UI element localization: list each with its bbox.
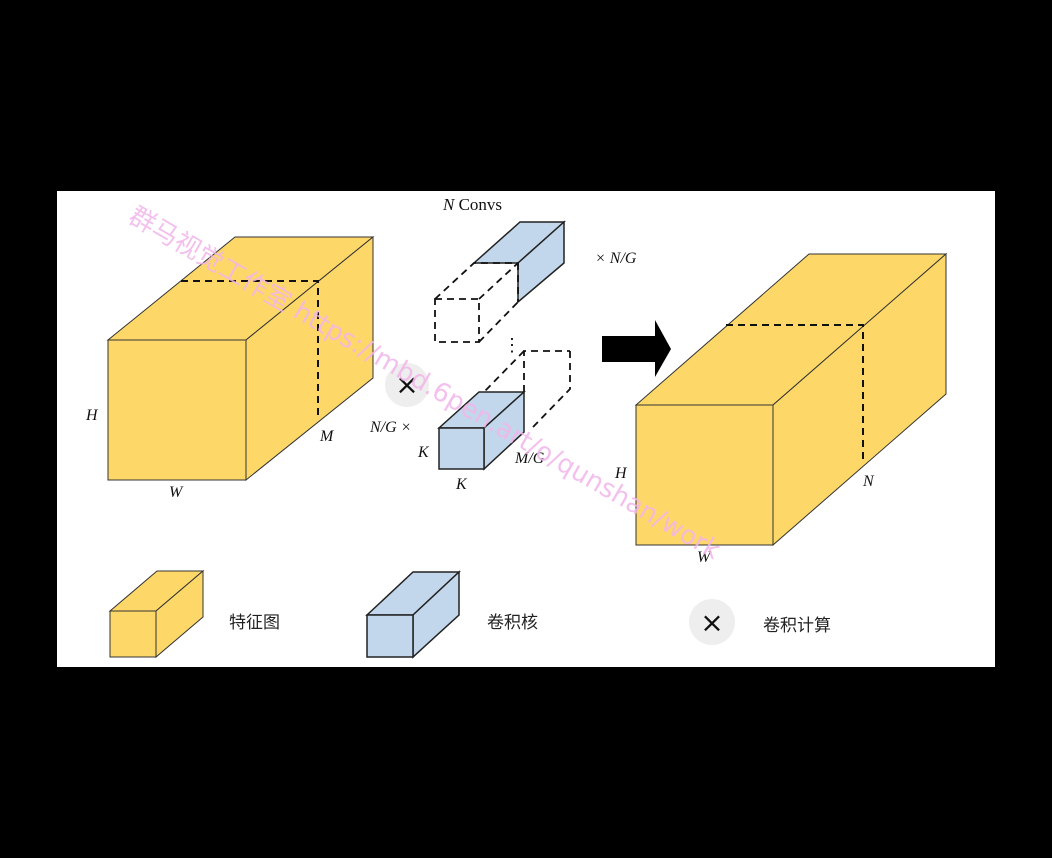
- input-depth-label: M: [319, 428, 335, 445]
- output-feature-cube: [634, 252, 948, 547]
- legend-conv-operator: ×: [689, 599, 735, 645]
- output-cube-slice-dash: [726, 324, 864, 463]
- kernel-bottom-front: [438, 427, 485, 470]
- diagram-svg: H W M N Convs ⋮: [85, 195, 948, 659]
- arrow-icon: [602, 320, 671, 377]
- legend-kernel-cube: [365, 570, 461, 659]
- kernel-bottom: [437, 390, 526, 471]
- conv-operator-symbol: ×: [395, 368, 418, 401]
- legend-kernel-label: 卷积核: [487, 613, 538, 633]
- kernel-group: ⋮ × N/G N/G × K K M/G: [369, 220, 637, 493]
- legend-feature-cube: [108, 569, 205, 659]
- legend-conv-symbol: ×: [700, 606, 723, 639]
- kernel-width-label: K: [455, 476, 468, 493]
- kernel-ellipsis: ⋮: [503, 335, 521, 356]
- kernel-top: [472, 220, 566, 304]
- kernel-repeat-label: × N/G: [595, 250, 637, 267]
- input-width-label: W: [169, 484, 184, 501]
- kernel-dashed-upper: [434, 262, 519, 343]
- output-cube-front: [635, 404, 774, 546]
- conv-title-text: Convs: [454, 195, 502, 214]
- input-cube-front: [107, 339, 247, 481]
- legend-feature-label: 特征图: [229, 613, 280, 633]
- legend: 特征图 卷积核 × 卷积计算: [108, 569, 831, 659]
- kernel-height-label: K: [417, 444, 430, 461]
- diagram-panel: H W M N Convs ⋮: [57, 191, 995, 667]
- legend-conv-label: 卷积计算: [763, 616, 831, 636]
- conv-operator: ×: [385, 363, 429, 407]
- kernel-depth-label: M/G: [514, 450, 545, 467]
- output-width-label: W: [697, 549, 712, 566]
- output-height-label: H: [614, 465, 628, 482]
- conv-title: N Convs: [442, 195, 502, 214]
- kernel-multiplier-label: N/G ×: [369, 419, 411, 436]
- kernel-dashed-lower: [484, 350, 571, 428]
- output-depth-label: N: [862, 473, 875, 490]
- input-cube-slice-dash: [181, 280, 319, 417]
- conv-title-var: N: [442, 195, 456, 214]
- input-feature-cube: [106, 235, 375, 482]
- input-height-label: H: [85, 407, 99, 424]
